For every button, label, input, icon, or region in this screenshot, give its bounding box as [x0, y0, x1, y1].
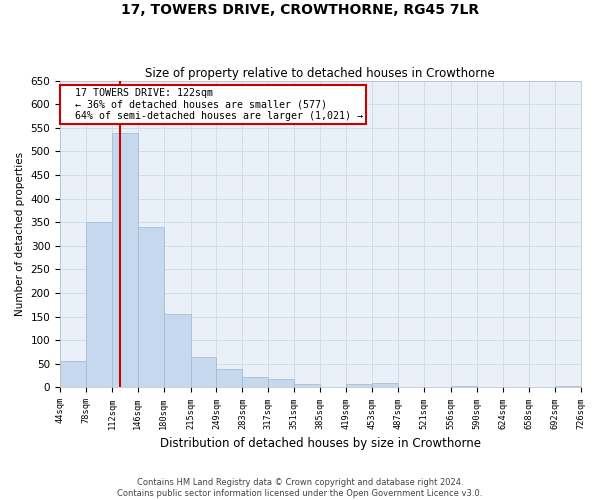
Bar: [451, 386, 477, 388]
Bar: [60, 362, 86, 388]
Y-axis label: Number of detached properties: Number of detached properties: [15, 152, 25, 316]
X-axis label: Distribution of detached houses by size in Crowthorne: Distribution of detached houses by size …: [160, 437, 481, 450]
Bar: [268, 379, 295, 388]
Bar: [320, 386, 346, 388]
Bar: [346, 384, 372, 388]
Bar: [86, 222, 112, 388]
Title: Size of property relative to detached houses in Crowthorne: Size of property relative to detached ho…: [145, 66, 495, 80]
Bar: [295, 384, 320, 388]
Bar: [372, 382, 398, 388]
Bar: [242, 377, 268, 388]
Text: 17, TOWERS DRIVE, CROWTHORNE, RG45 7LR: 17, TOWERS DRIVE, CROWTHORNE, RG45 7LR: [121, 2, 479, 16]
Bar: [138, 227, 164, 388]
Bar: [554, 386, 581, 388]
Bar: [112, 132, 138, 388]
Text: 17 TOWERS DRIVE: 122sqm
  ← 36% of detached houses are smaller (577)
  64% of se: 17 TOWERS DRIVE: 122sqm ← 36% of detache…: [63, 88, 363, 121]
Bar: [164, 314, 191, 388]
Text: Contains HM Land Registry data © Crown copyright and database right 2024.
Contai: Contains HM Land Registry data © Crown c…: [118, 478, 482, 498]
Bar: [191, 357, 217, 388]
Bar: [217, 368, 242, 388]
